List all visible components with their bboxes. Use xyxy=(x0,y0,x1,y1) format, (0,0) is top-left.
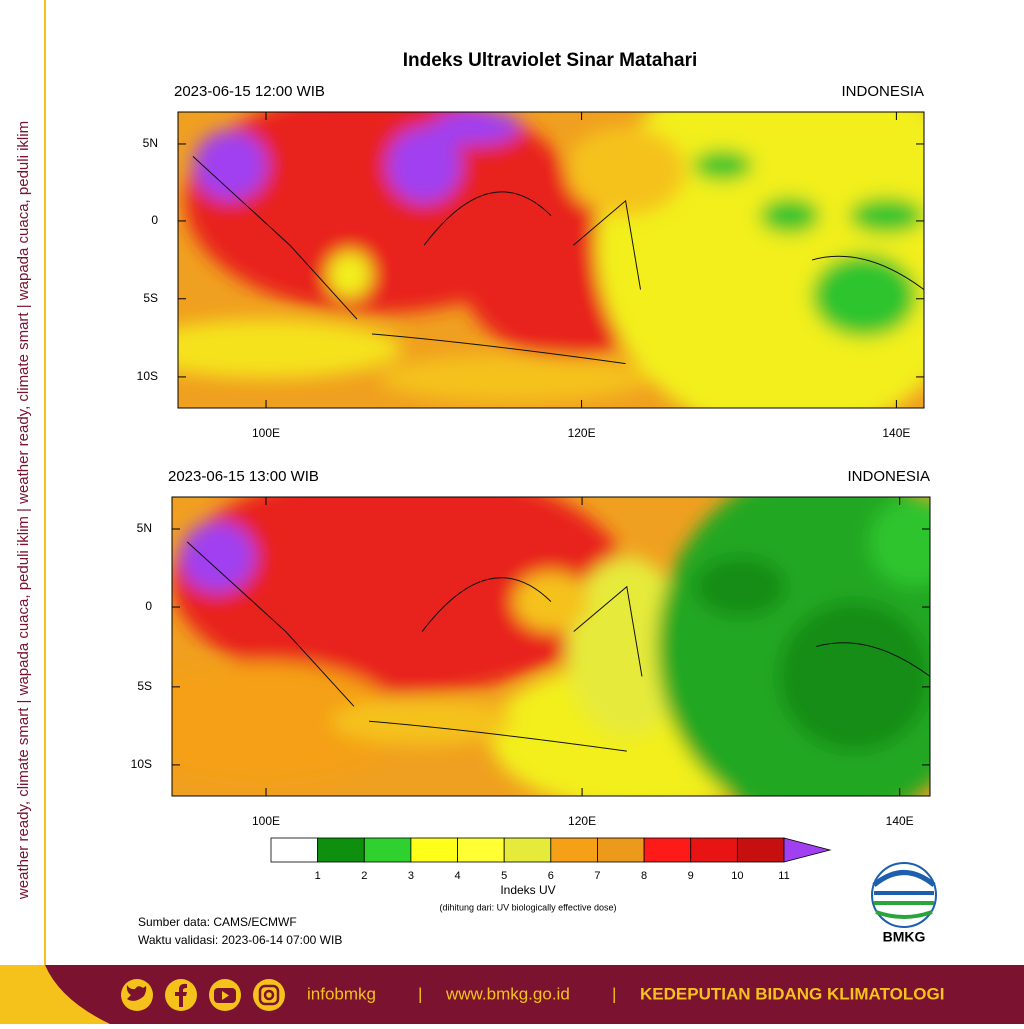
uv-patch xyxy=(812,254,917,337)
lon-label: 140E xyxy=(882,426,910,440)
uv-patch xyxy=(331,697,514,746)
colorbar-label: 8 xyxy=(641,870,647,882)
lat-label: 0 xyxy=(151,213,158,227)
colorbar-swatch xyxy=(317,837,365,863)
uv-patch xyxy=(172,661,400,782)
colorbar-swatch xyxy=(270,837,319,863)
uv-patch xyxy=(778,601,930,752)
uv-patch xyxy=(192,129,268,201)
colorbar-label: 3 xyxy=(408,870,414,882)
colorbar-swatch xyxy=(690,837,738,863)
uv-patches xyxy=(172,497,930,796)
source-note: Sumber data: CAMS/ECMWF xyxy=(138,915,297,929)
uv-patch xyxy=(692,150,753,181)
colorbar-label: 6 xyxy=(548,870,554,882)
map-field xyxy=(172,497,930,796)
colorbar-label: 7 xyxy=(594,870,600,882)
twitter-glyph xyxy=(126,985,147,1001)
logo-text: BMKG xyxy=(883,929,926,945)
colorbar-title: Indeks UV xyxy=(500,883,555,897)
colorbar-swatch xyxy=(643,837,692,863)
colorbar-label: 2 xyxy=(361,870,367,882)
footer-handle[interactable]: infobmkg xyxy=(307,984,376,1003)
uv-patch xyxy=(595,112,924,408)
uv-patch xyxy=(565,126,686,216)
uv-patch xyxy=(179,520,256,593)
colorbar-label: 11 xyxy=(778,870,789,882)
lon-label: 100E xyxy=(252,814,280,828)
map-frame xyxy=(171,496,931,797)
lon-label: 140E xyxy=(886,814,914,828)
lon-label: 100E xyxy=(252,426,280,440)
social-icons xyxy=(121,979,285,1011)
panel-region: INDONESIA xyxy=(841,83,924,100)
side-slogan: weather ready, climate smart | wapada cu… xyxy=(15,121,32,900)
footer-department: KEDEPUTIAN BIDANG KLIMATOLOGI xyxy=(640,984,944,1003)
footer-accent xyxy=(0,965,110,1024)
youtube-play xyxy=(222,991,229,1000)
colorbar-label: 5 xyxy=(501,870,507,882)
colorbar-swatch xyxy=(736,837,785,863)
bmkg-logo: BMKG xyxy=(871,862,937,945)
map-field xyxy=(178,112,924,408)
colorbar-label: 10 xyxy=(731,870,743,882)
colorbar-arrow xyxy=(783,837,832,863)
uv-patch xyxy=(759,197,820,234)
colorbar-swatch xyxy=(550,837,598,863)
colorbar-subtitle: (dihitung dari: UV biologically effectiv… xyxy=(440,902,617,912)
lon-label: 120E xyxy=(568,814,596,828)
lat-label: 10S xyxy=(137,369,158,383)
map-title: Indeks Ultraviolet Sinar Matahari xyxy=(403,50,698,71)
coastline xyxy=(192,156,924,365)
footer-separator: | xyxy=(612,984,616,1003)
uv-patch xyxy=(178,319,402,379)
lat-label: 5N xyxy=(137,521,152,535)
panel-region: INDONESIA xyxy=(847,468,930,485)
uv-patch xyxy=(849,197,924,234)
footer-separator: | xyxy=(418,984,422,1003)
instagram-icon[interactable] xyxy=(253,979,285,1011)
uv-patch xyxy=(379,354,648,403)
colorbar-label: 1 xyxy=(315,870,321,882)
lat-label: 5N xyxy=(143,136,158,150)
colorbar-label: 9 xyxy=(688,870,694,882)
coastline xyxy=(186,541,930,752)
footer-website[interactable]: www.bmkg.go.id xyxy=(445,984,570,1003)
panel-datetime: 2023-06-15 13:00 WIB xyxy=(168,468,319,485)
instagram-glyph xyxy=(258,984,280,1006)
uv-patch xyxy=(695,556,786,617)
map-frame xyxy=(177,111,925,409)
instagram-lens xyxy=(263,989,275,1001)
uv-patch xyxy=(431,112,522,145)
colorbar-swatch xyxy=(503,837,552,863)
facebook-glyph xyxy=(175,983,187,1007)
colorbar-swatch xyxy=(363,837,412,863)
validity-note: Waktu validasi: 2023-06-14 07:00 WIB xyxy=(138,933,342,947)
lat-label: 0 xyxy=(145,599,152,613)
uv-patch xyxy=(566,556,688,737)
colorbar-swatch xyxy=(597,837,645,863)
panel-datetime: 2023-06-15 12:00 WIB xyxy=(174,83,325,100)
colorbar-label: 4 xyxy=(454,870,460,882)
colorbar-swatch xyxy=(457,837,505,863)
uv-patch xyxy=(327,251,372,299)
uv-patch xyxy=(869,497,930,587)
colorbar-swatch xyxy=(410,837,458,863)
lat-label: 5S xyxy=(137,679,152,693)
uv-patch xyxy=(386,126,462,204)
lat-label: 5S xyxy=(143,291,158,305)
lon-label: 120E xyxy=(568,426,596,440)
lat-label: 10S xyxy=(131,757,152,771)
uv-patch xyxy=(172,497,627,695)
uv-patches xyxy=(178,112,924,408)
